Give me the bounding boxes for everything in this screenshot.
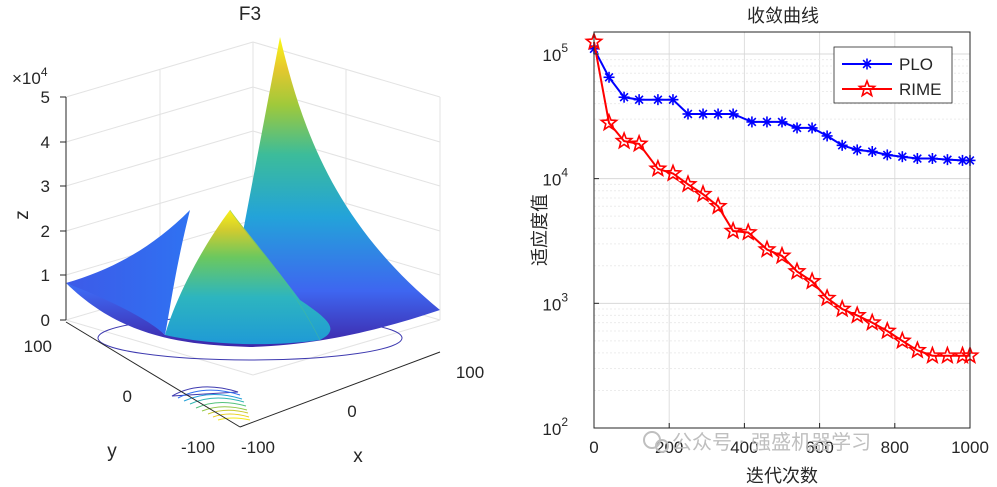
y-tick-label-0: 0 xyxy=(123,387,132,406)
x-tick-label--100: -100 xyxy=(241,438,275,457)
y-tick-label-0: 102 xyxy=(542,415,568,439)
point-rime-23 xyxy=(937,345,958,365)
point-rime-15 xyxy=(817,287,837,307)
z-exponent-label: ×104 xyxy=(12,65,48,88)
legend-box xyxy=(833,46,953,104)
plot-frame xyxy=(593,31,971,429)
point-rime-19 xyxy=(877,320,898,340)
x-tick-label-0: 0 xyxy=(589,438,598,457)
x-tick-label-3: 600 xyxy=(805,438,833,457)
y-tick-label-2: 104 xyxy=(542,166,568,190)
point-rime-2 xyxy=(614,130,634,150)
point-plo-21 xyxy=(911,153,923,165)
point-plo-4 xyxy=(652,94,664,106)
point-plo-19 xyxy=(881,149,893,161)
point-plo-17 xyxy=(851,144,863,156)
point-rime-3 xyxy=(629,133,649,153)
y-tick-exponent-1: 3 xyxy=(561,290,568,304)
point-plo-1 xyxy=(603,71,615,83)
point-plo-18 xyxy=(866,146,878,158)
point-rime-5 xyxy=(663,163,683,182)
legend-asterisk xyxy=(861,58,873,70)
point-plo-12 xyxy=(776,116,788,128)
point-rime-4 xyxy=(648,158,668,177)
y-tick-label--100: -100 xyxy=(181,438,215,457)
z-tick-label-1: 1 xyxy=(41,266,50,285)
point-rime-14 xyxy=(802,271,822,290)
legend-marker-rime xyxy=(857,78,877,98)
point-rime-16 xyxy=(832,298,852,318)
watermark: 公众号 · 强盛机器学习 xyxy=(643,430,871,454)
surface-contours xyxy=(97,315,403,421)
point-rime-17 xyxy=(847,305,867,324)
point-rime-9 xyxy=(723,220,743,240)
z-tick-label-3: 3 xyxy=(41,177,50,196)
y-tick-exponent-0: 2 xyxy=(561,415,568,429)
watermark-text: 公众号 · 强盛机器学习 xyxy=(672,430,871,454)
point-rime-11 xyxy=(757,239,777,258)
y-axis-label: y xyxy=(107,441,117,462)
z-tick-label-5: 5 xyxy=(41,88,50,107)
point-plo-14 xyxy=(806,122,818,134)
x-tick-label-0: 0 xyxy=(347,402,356,421)
y-tick-exponent-3: 5 xyxy=(561,41,568,55)
y-tick-label-3: 105 xyxy=(542,41,568,65)
legend-label-plo: PLO xyxy=(899,55,933,74)
point-plo-3 xyxy=(633,94,645,106)
point-rime-22 xyxy=(922,345,943,365)
point-plo-10 xyxy=(746,116,758,128)
z-tick-label-4: 4 xyxy=(41,133,50,152)
point-rime-21 xyxy=(907,340,928,359)
point-rime-13 xyxy=(787,261,807,280)
point-rime-8 xyxy=(708,196,728,215)
point-rime-1 xyxy=(599,112,619,132)
z-tick-label-2: 2 xyxy=(41,222,50,241)
point-plo-2 xyxy=(618,91,630,103)
point-plo-15 xyxy=(821,130,833,142)
convergence-title: 收敛曲线 xyxy=(747,6,819,27)
x-tick-label-2: 400 xyxy=(730,438,758,457)
convergence-xlabel: 迭代次数 xyxy=(746,466,818,487)
point-rime-6 xyxy=(678,174,698,193)
point-plo-5 xyxy=(667,94,679,106)
point-rime-18 xyxy=(862,312,882,331)
point-plo-16 xyxy=(836,139,848,151)
legend-label-rime: RIME xyxy=(899,80,942,99)
convergence-ylabel: 适应度值 xyxy=(530,194,551,266)
surface-axes xyxy=(60,96,441,428)
y-tick-label-100: 100 xyxy=(24,337,52,356)
point-rime-7 xyxy=(693,183,713,203)
x-axis-label: x xyxy=(353,446,363,467)
legend-star xyxy=(857,78,877,98)
x-ticks: 0 200 400 600 800 1000 xyxy=(589,423,989,457)
point-plo-20 xyxy=(896,151,908,163)
point-plo-6 xyxy=(682,108,694,120)
point-plo-11 xyxy=(761,116,773,128)
x-tick-label-4: 800 xyxy=(881,438,909,457)
point-plo-22 xyxy=(926,153,938,165)
surface-mesh xyxy=(66,37,440,347)
point-plo-9 xyxy=(727,108,739,120)
x-tick-label-100: 100 xyxy=(456,363,484,382)
z-axis-label: z xyxy=(12,210,33,220)
y-tick-exponent-2: 4 xyxy=(561,166,568,180)
y-tick-label-1: 103 xyxy=(542,290,568,314)
legend-marker-plo xyxy=(861,58,873,70)
point-plo-13 xyxy=(791,122,803,134)
point-rime-12 xyxy=(772,245,792,265)
x-tick-label-5: 1000 xyxy=(951,438,989,457)
point-plo-23 xyxy=(941,154,953,166)
legend: PLO RIME xyxy=(833,46,953,104)
z-tick-label-0: 0 xyxy=(41,311,50,330)
point-rime-10 xyxy=(738,222,758,241)
point-plo-8 xyxy=(712,108,724,120)
surface-chart: F3 xyxy=(12,4,484,467)
surface-title: F3 xyxy=(239,4,261,25)
point-plo-7 xyxy=(697,108,709,120)
point-rime-20 xyxy=(892,330,913,350)
